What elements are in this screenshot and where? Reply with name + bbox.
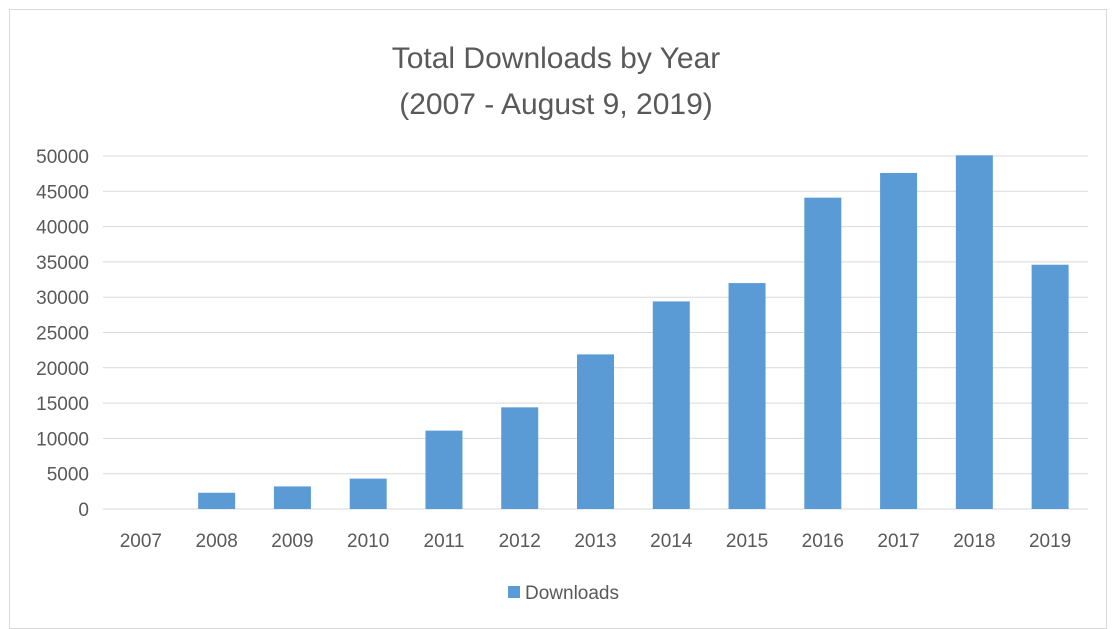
x-tick-label: 2018	[953, 531, 995, 552]
bar-2017	[880, 172, 918, 509]
y-tick-label: 0	[78, 500, 89, 521]
y-tick-label: 35000	[36, 253, 89, 274]
y-tick-label: 40000	[36, 218, 89, 239]
x-tick-label: 2019	[1029, 531, 1071, 552]
x-tick-label: 2017	[877, 531, 919, 552]
y-tick-label: 5000	[47, 465, 89, 486]
x-tick-label: 2015	[726, 531, 768, 552]
x-tick-label: 2010	[347, 531, 389, 552]
x-tick-label: 2011	[424, 531, 465, 552]
legend-label: Downloads	[525, 583, 619, 604]
x-tick-label: 2016	[802, 531, 844, 552]
x-tick-label: 2013	[574, 531, 616, 552]
x-tick-label: 2009	[271, 531, 313, 552]
bar-2009	[273, 486, 311, 509]
y-tick-label: 25000	[36, 324, 89, 345]
bar-2012	[501, 407, 539, 509]
y-tick-label: 20000	[36, 359, 89, 380]
x-tick-label: 2014	[650, 531, 693, 552]
bar-2019	[1031, 264, 1069, 509]
y-tick-label: 45000	[36, 182, 89, 203]
legend: Downloads	[508, 583, 619, 604]
bar-2008	[198, 492, 236, 509]
bar-2018	[955, 155, 993, 509]
chart-title-block: Total Downloads by Year (2007 - August 9…	[0, 36, 1112, 128]
x-tick-label: 2012	[499, 531, 541, 552]
y-tick-label: 15000	[36, 394, 89, 415]
axis-labels: 0 5000 10000 15000 20000 25000 30000 35000 40000…	[36, 147, 1071, 552]
bar-2010	[349, 478, 387, 509]
x-tick-label: 2007	[120, 531, 162, 552]
bar-2015	[728, 283, 766, 509]
bar-2016	[804, 197, 842, 510]
y-tick-label: 10000	[36, 429, 89, 450]
bar-2014	[652, 301, 690, 509]
y-tick-label: 50000	[36, 147, 89, 168]
bars	[198, 155, 1069, 510]
x-tick-label: 2008	[196, 531, 238, 552]
y-tick-label: 30000	[36, 288, 89, 309]
legend-swatch	[508, 586, 520, 598]
chart-title: Total Downloads by Year	[391, 42, 721, 75]
bar-2011	[425, 430, 463, 509]
bar-2013	[577, 354, 614, 509]
chart-frame	[9, 9, 1107, 629]
chart-subtitle: (2007 - August 9, 2019)	[399, 88, 713, 121]
